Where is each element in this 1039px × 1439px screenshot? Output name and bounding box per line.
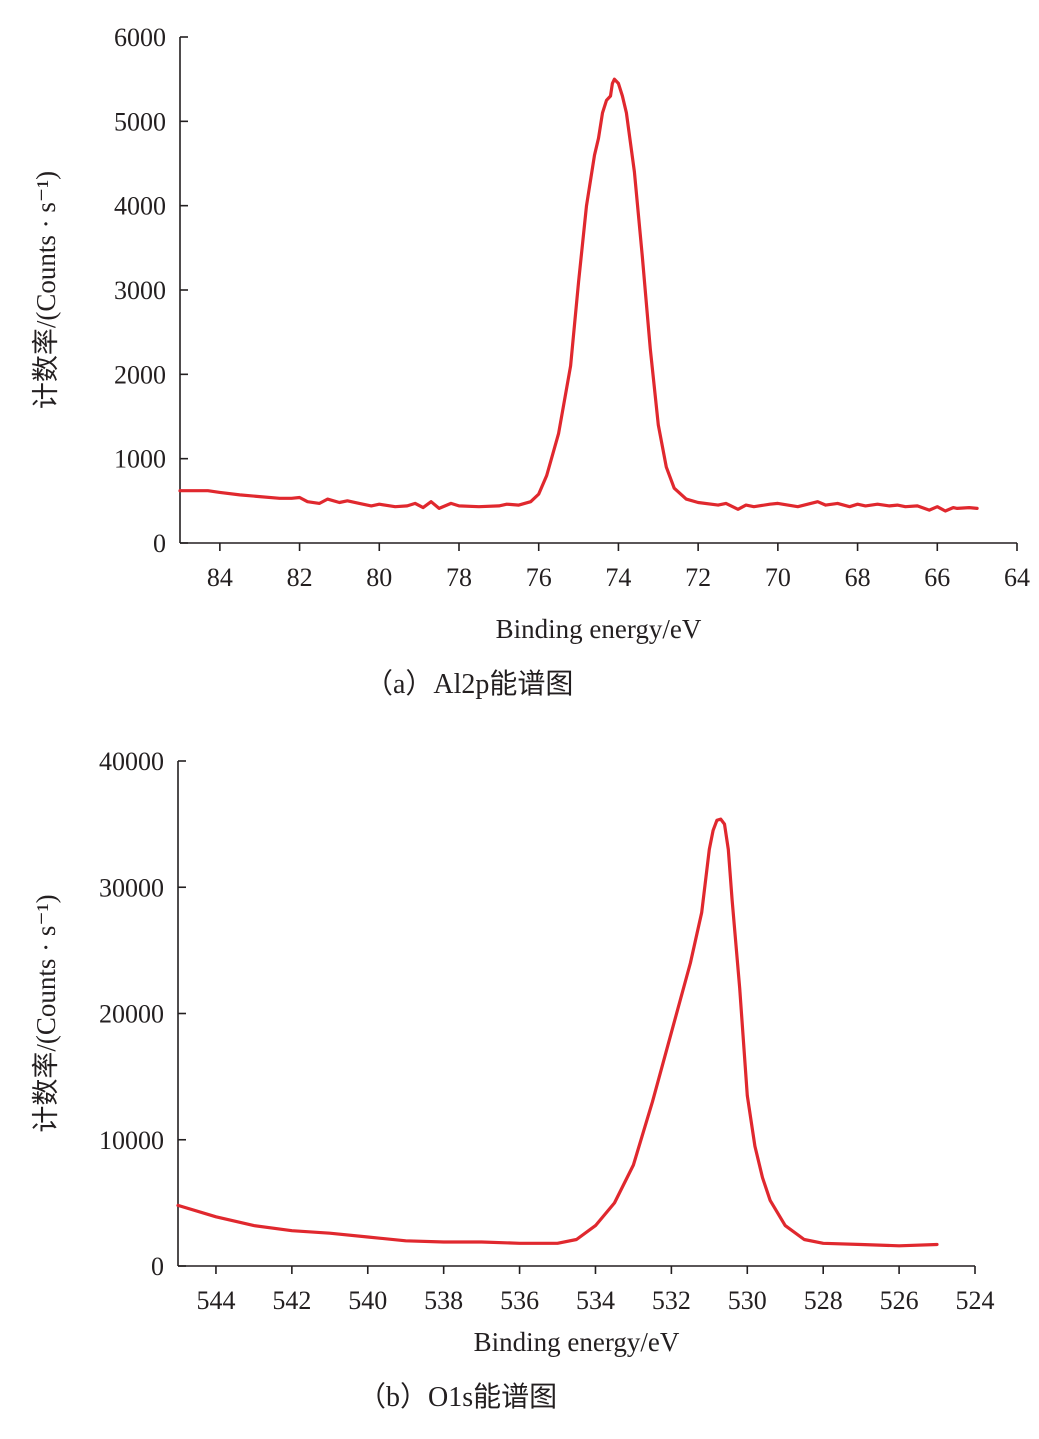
x-tick-label: 524 xyxy=(956,1286,995,1315)
x-axis-label: Binding energy/eV xyxy=(474,1327,680,1357)
x-axis-label: Binding energy/eV xyxy=(496,614,702,644)
spectrum-line xyxy=(178,77,979,513)
x-tick-label: 532 xyxy=(652,1286,691,1315)
x-tick-label: 526 xyxy=(880,1286,919,1315)
x-tick-label: 84 xyxy=(207,563,233,592)
x-tick-label: 74 xyxy=(605,563,631,592)
figure-caption: （a）Al2p能谱图 xyxy=(365,668,573,700)
x-tick-label: 542 xyxy=(272,1286,311,1315)
y-axis-label: 计数率/(Counts · s⁻¹) xyxy=(31,894,61,1132)
x-tick-label: 540 xyxy=(348,1286,387,1315)
x-tick-label: 76 xyxy=(526,563,552,592)
x-tick-label: 66 xyxy=(924,563,950,592)
y-tick-label: 5000 xyxy=(114,107,166,136)
x-tick-label: 530 xyxy=(728,1286,767,1315)
y-tick-label: 0 xyxy=(151,1252,164,1281)
x-tick-label: 544 xyxy=(196,1286,235,1315)
y-tick-label: 6000 xyxy=(114,23,166,52)
y-tick-label: 30000 xyxy=(99,873,164,902)
x-tick-label: 68 xyxy=(845,563,871,592)
y-tick-label: 20000 xyxy=(99,1000,164,1029)
y-tick-label: 0 xyxy=(153,529,166,558)
y-tick-label: 3000 xyxy=(114,276,166,305)
y-tick-label: 2000 xyxy=(114,360,166,389)
x-tick-label: 82 xyxy=(287,563,313,592)
spectrum-line xyxy=(176,817,939,1248)
x-tick-label: 78 xyxy=(446,563,472,592)
chart-al2p: 0 1000 2000 3000 4000 5000 6000 84 82 80 78 76 74 72 7… xyxy=(31,23,1030,700)
x-tick-label: 536 xyxy=(500,1286,539,1315)
x-tick-label: 538 xyxy=(424,1286,463,1315)
x-tick-label: 70 xyxy=(765,563,791,592)
y-tick-label: 1000 xyxy=(114,445,166,474)
x-tick-label: 534 xyxy=(576,1286,615,1315)
x-tick-label: 528 xyxy=(804,1286,843,1315)
x-tick-label: 72 xyxy=(685,563,711,592)
chart-o1s: 0 10000 20000 30000 40000 544 542 540 538 536 534 5… xyxy=(31,747,995,1413)
y-axis-label: 计数率/(Counts · s⁻¹) xyxy=(31,171,61,409)
y-tick-label: 40000 xyxy=(99,747,164,776)
figure-caption: （b）O1s能谱图 xyxy=(358,1381,557,1413)
x-tick-label: 80 xyxy=(366,563,392,592)
y-tick-label: 10000 xyxy=(99,1126,164,1155)
x-tick-label: 64 xyxy=(1004,563,1030,592)
y-tick-label: 4000 xyxy=(114,192,166,221)
